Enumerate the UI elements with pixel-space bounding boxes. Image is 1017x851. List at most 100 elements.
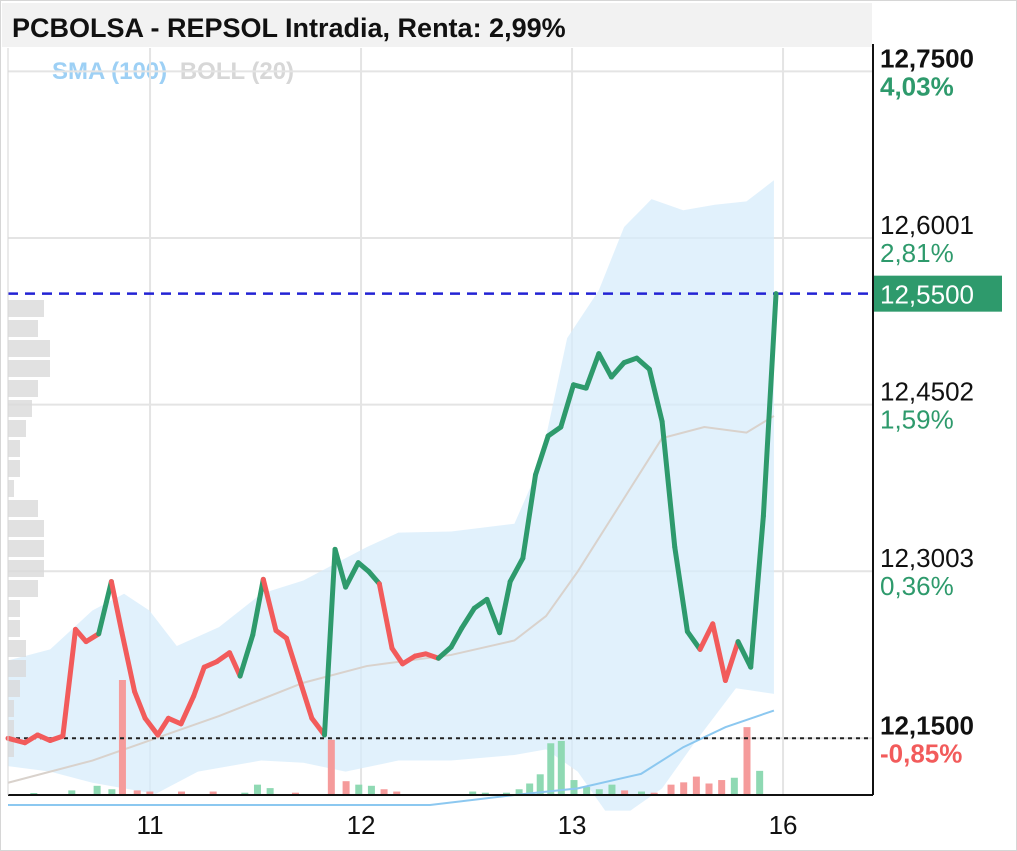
volume-profile-bar <box>8 400 32 417</box>
price-segment <box>119 630 138 695</box>
volume-bar <box>241 792 249 795</box>
y-tick-percent: -0,85% <box>880 738 962 768</box>
price-segment <box>684 629 703 652</box>
price-segment <box>332 546 349 590</box>
volume-profile-bar <box>8 420 26 437</box>
y-tick-price: 12,7500 <box>880 43 974 73</box>
volume-profile-bar <box>8 640 26 657</box>
volume-profile-bar <box>8 440 20 457</box>
price-segment <box>132 689 148 721</box>
volume-bar <box>621 790 629 795</box>
price-segment <box>435 644 454 661</box>
volume-bar <box>692 776 700 795</box>
price-segment <box>697 621 716 652</box>
volume-bar <box>705 783 713 795</box>
volume-bar <box>515 789 523 795</box>
price-segment <box>672 544 690 635</box>
y-tick-percent: 0,36% <box>880 571 954 601</box>
volume-bar <box>209 791 217 795</box>
price-segment <box>60 626 79 739</box>
volume-profile-bar <box>8 340 50 357</box>
price-segment <box>96 579 114 637</box>
sma-line <box>8 709 775 807</box>
price-segment <box>448 625 465 650</box>
price-segment <box>5 735 28 746</box>
volume-bar <box>327 739 335 795</box>
price-segment <box>366 569 382 587</box>
volume-bar <box>291 792 299 795</box>
y-tick-price: 12,3003 <box>880 543 974 573</box>
price-segment <box>214 650 233 665</box>
x-tick-label: 16 <box>769 810 798 840</box>
current-price-badge <box>874 275 1002 312</box>
price-segment <box>178 693 197 727</box>
volume-profile-bar <box>8 720 14 737</box>
volume-bar <box>730 777 738 795</box>
volume-profile-bar <box>8 480 14 497</box>
volume-profile-bar <box>8 740 14 757</box>
volume-profile-bar <box>8 540 44 557</box>
price-segment <box>73 626 89 645</box>
volume-bar <box>68 790 76 795</box>
price-segment <box>250 576 266 638</box>
price-segment <box>545 424 564 439</box>
x-tick-label: 11 <box>137 810 164 840</box>
volume-bar <box>133 790 141 795</box>
price-segment <box>322 546 338 738</box>
price-segment <box>260 576 279 633</box>
volume-bar <box>469 791 477 795</box>
price-segment <box>227 650 243 679</box>
volume-profile-bar <box>8 700 14 717</box>
volume-bar <box>178 791 186 795</box>
volume-bar <box>756 770 764 795</box>
y-tick-price: 12,1500 <box>880 710 974 740</box>
current-price-label: 12,5500 <box>880 280 974 310</box>
volume-profile-bar <box>8 660 26 677</box>
price-segment <box>596 351 614 380</box>
volume-bar <box>355 784 363 795</box>
volume-bar <box>481 792 489 795</box>
volume-bar <box>393 791 401 795</box>
price-segment <box>760 291 779 519</box>
y-tick-percent: 1,59% <box>880 405 954 435</box>
volume-bar <box>146 791 154 795</box>
volume-bar <box>680 782 688 795</box>
volume-bar <box>667 784 675 795</box>
volume-profile-bar <box>8 520 44 537</box>
price-segment <box>507 555 526 585</box>
y-tick-percent: 4,03% <box>880 71 954 101</box>
volume-bar <box>583 786 591 795</box>
price-segment <box>284 635 302 681</box>
price-segment <box>533 433 551 478</box>
volume-bar <box>93 785 101 795</box>
price-segment <box>296 675 315 721</box>
price-segment <box>389 645 406 667</box>
volume-profile-bar <box>8 460 20 477</box>
volume-profile-bar <box>8 320 38 337</box>
volume-bar <box>367 785 375 795</box>
volume-profile-bar <box>8 560 44 577</box>
price-segment <box>646 366 665 424</box>
price-segment <box>710 621 728 684</box>
volume-bar <box>502 792 510 795</box>
price-segment <box>108 579 125 636</box>
volume-profile-bar <box>8 620 20 637</box>
volume-bar <box>536 774 544 795</box>
volume-bar <box>557 740 565 795</box>
volume-bar <box>253 784 261 795</box>
price-segment <box>583 351 602 391</box>
volume-bar <box>526 783 534 795</box>
y-tick-price: 12,4502 <box>880 377 974 407</box>
y-tick-percent: 2,81% <box>880 238 954 268</box>
x-tick-label: 13 <box>558 810 587 840</box>
price-segment <box>497 579 513 636</box>
volume-profile-bar <box>8 580 38 597</box>
volume-profile-bar <box>8 300 44 317</box>
volume-profile-bar <box>8 500 38 517</box>
volume-bar <box>718 780 726 795</box>
volume-bar <box>570 780 578 795</box>
price-segment <box>376 581 395 651</box>
price-segment <box>343 560 361 590</box>
price-segment <box>634 355 652 372</box>
